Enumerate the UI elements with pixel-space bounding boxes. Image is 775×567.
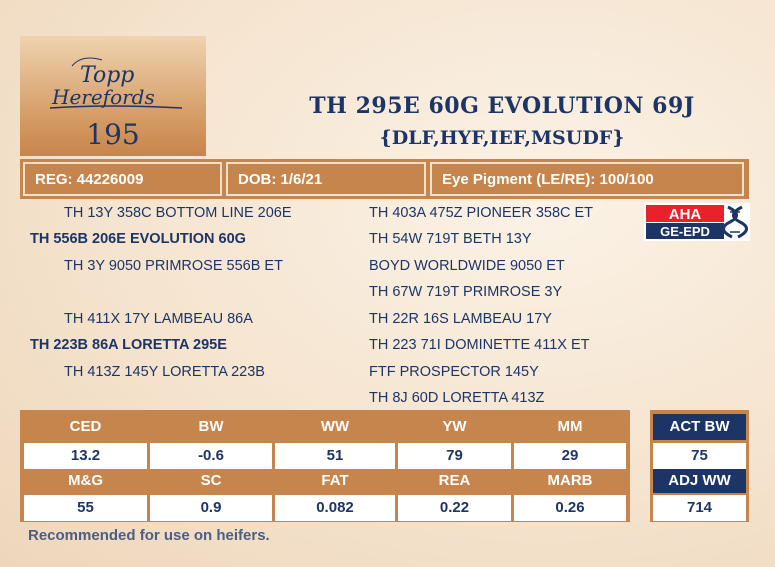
epd-header-fat: FAT [275,469,395,493]
epd-value-ww: 51 [275,443,395,469]
recommendation-note: Recommended for use on heifers. [28,527,270,544]
epd-header-sc: SC [150,469,272,493]
eye-pigment: Eye Pigment (LE/RE): 100/100 [430,162,744,196]
epd-header-rea: REA [398,469,511,493]
epd-value-marb: 0.26 [514,495,626,521]
act-bw-value: 75 [653,443,746,469]
pedigree-right-line: TH 22R 16S LAMBEAU 17Y [369,311,552,327]
aha-badge-bottom: GE-EPD [660,224,710,239]
epd-header-marb: MARB [514,469,626,493]
logo-line1: Topp [80,63,134,88]
topp-herefords-logo: Topp Herefords [49,57,183,109]
epd-value-rea: 0.22 [398,495,511,521]
epd-header-mm: MM [514,413,626,441]
info-bar: REG: 44226009 DOB: 1/6/21 Eye Pigment (L… [20,159,749,199]
pedigree-sire: TH 556B 206E EVOLUTION 60G [30,231,246,247]
pedigree-right-line: TH 54W 719T BETH 13Y [369,231,532,247]
epd-header-yw: YW [398,413,511,441]
pedigree-dam: TH 223B 86A LORETTA 295E [30,337,227,353]
logo-line2: Herefords [51,85,155,109]
pedigree-right-line: TH 403A 475Z PIONEER 358C ET [369,205,594,221]
pedigree-dam-dam: TH 413Z 145Y LORETTA 223B [64,364,265,380]
pedigree-right-line: TH 223 71I DOMINETTE 411X ET [369,337,590,353]
epd-value-bw: -0.6 [150,443,272,469]
lot-number: 195 [86,118,140,151]
epd-header-ww: WW [275,413,395,441]
genetic-status: {DLF,HYF,IEF,MSUDF} [379,127,625,149]
epd-value-sc: 0.9 [150,495,272,521]
epd-value-mg: 55 [24,495,147,521]
animal-title: TH 295E 60G EVOLUTION 69J [309,93,695,119]
pedigree-right-line: BOYD WORLDWIDE 9050 ET [369,258,565,274]
epd-value-yw: 79 [398,443,511,469]
pedigree-sire-sire: TH 13Y 358C BOTTOM LINE 206E [64,205,292,221]
epd-header-mg: M&G [24,469,147,493]
epd-value-ced: 13.2 [24,443,147,469]
aha-ge-epd-badge: AHA GE-EPD [644,203,750,241]
epd-header-ced: CED [24,413,147,441]
epd-value-fat: 0.082 [275,495,395,521]
date-of-birth: DOB: 1/6/21 [226,162,426,196]
pedigree-right-line: FTF PROSPECTOR 145Y [369,364,539,380]
logo-box: Topp Herefords 195 [20,36,206,156]
aha-badge-top: AHA [669,206,702,223]
pedigree-dam-sire: TH 411X 17Y LAMBEAU 86A [64,311,253,327]
pedigree-right-line: TH 67W 719T PRIMROSE 3Y [369,284,563,300]
epd-header-bw: BW [150,413,272,441]
adj-ww-value: 714 [653,495,746,521]
pedigree-right-line: TH 8J 60D LORETTA 413Z [369,390,545,406]
registration-number: REG: 44226009 [23,162,222,196]
adj-ww-label: ADJ WW [653,469,746,493]
epd-value-mm: 29 [514,443,626,469]
act-bw-label: ACT BW [653,414,746,440]
pedigree-sire-dam: TH 3Y 9050 PRIMROSE 556B ET [64,258,283,274]
